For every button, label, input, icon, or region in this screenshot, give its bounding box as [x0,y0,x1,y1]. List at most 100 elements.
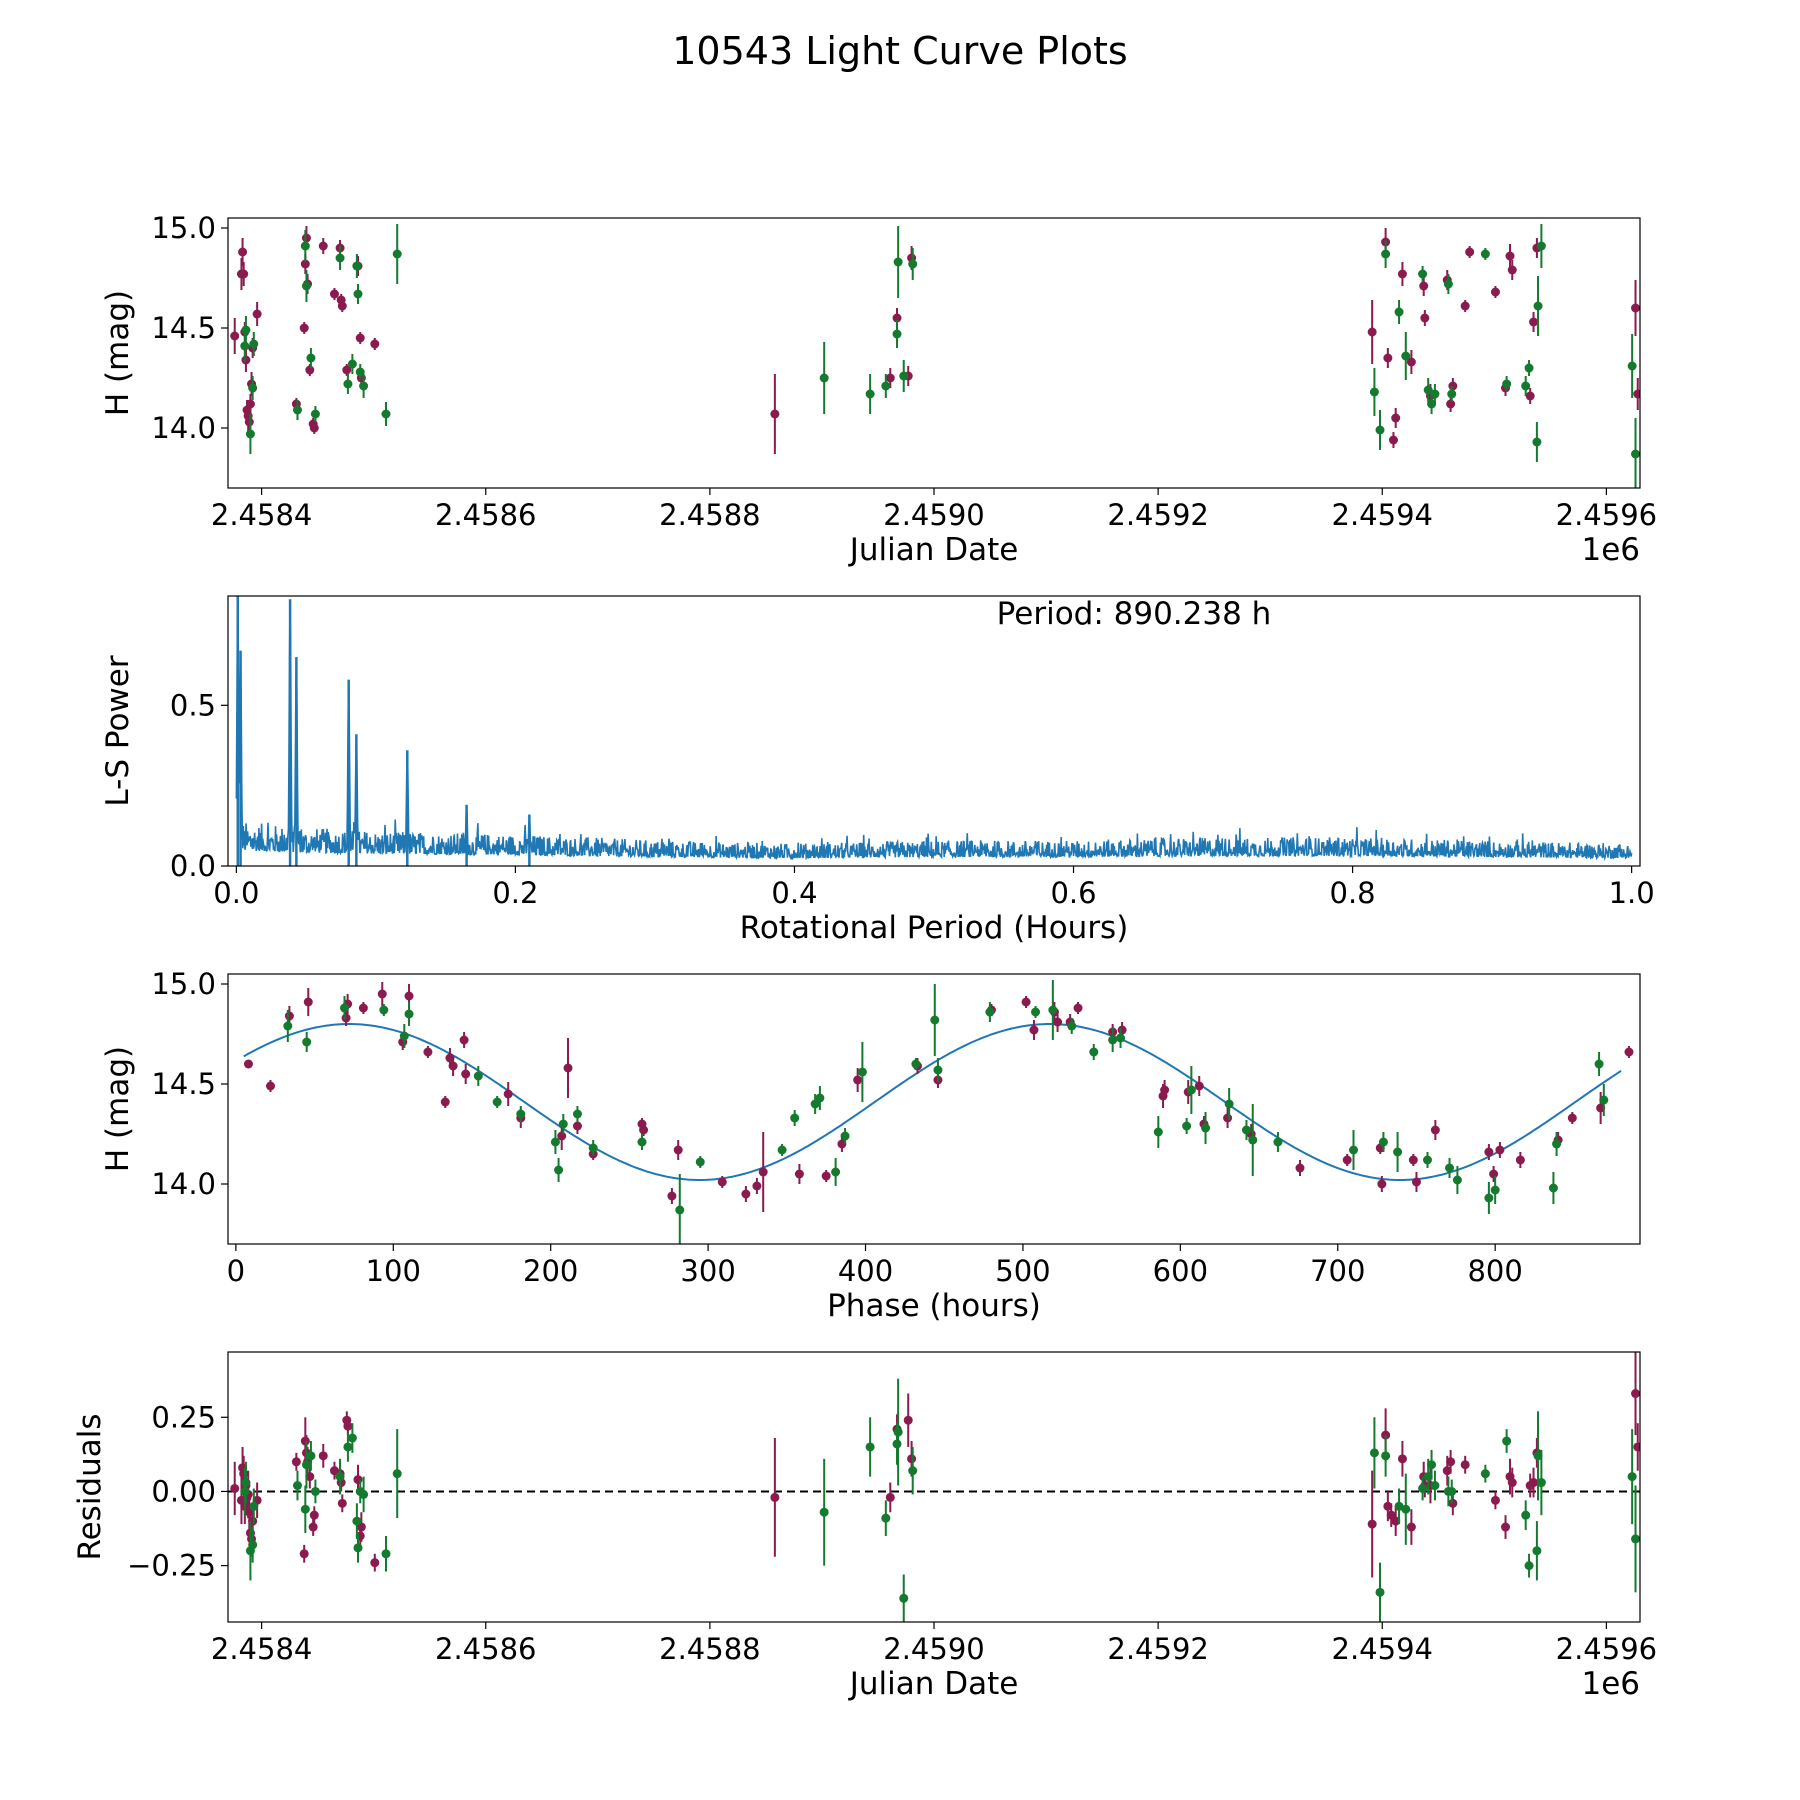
data-point [309,1510,319,1520]
data-point [503,1089,513,1099]
data-point [1452,1175,1462,1185]
data-point [335,1472,345,1482]
y-tick-label: 15.0 [151,967,216,1001]
data-point [310,409,320,419]
data-point [392,249,402,259]
data-point [1273,1137,1283,1147]
data-point [1447,389,1457,399]
data-point [1388,435,1398,445]
data-point [1446,399,1456,409]
data-point [1378,1137,1388,1147]
data-point [1465,247,1475,257]
data-point [1631,303,1640,313]
y-tick-label: 14.0 [151,411,216,445]
data-point [1515,1155,1525,1165]
y-tick-label: 14.0 [151,1167,216,1201]
data-point [1446,1457,1456,1467]
data-point [1377,1179,1387,1189]
data-point [1048,1005,1058,1015]
data-point [1631,449,1640,459]
data-point [1484,1193,1494,1203]
data-point [1536,1478,1546,1488]
data-point [341,1013,351,1023]
data-point [249,1501,259,1511]
data-point [892,313,902,323]
data-point [1381,1451,1391,1461]
data-point [239,269,249,279]
data-point [292,405,302,415]
x-axis-label: Rotational Period (Hours) [740,910,1129,946]
data-point [831,1167,841,1177]
x-tick-label: 1.0 [1609,876,1655,910]
data-point [892,329,902,339]
plot-area [243,980,1634,1244]
data-point [318,1451,328,1461]
data-point [1548,1183,1558,1193]
data-point [717,1177,727,1187]
data-point [1295,1163,1305,1173]
data-point [339,1003,349,1013]
data-point [893,1427,903,1437]
y-tick-label: 14.5 [151,311,216,345]
data-point [516,1109,526,1119]
data-point [284,1011,294,1021]
data-point [1533,1451,1543,1461]
data-point [1223,1113,1233,1123]
data-point [1420,313,1430,323]
data-point [857,1067,867,1077]
y-tick-label: 14.5 [151,1067,216,1101]
data-point [392,1469,402,1479]
x-tick-label: 2.4592 [1107,1632,1208,1666]
data-point [675,1205,685,1215]
data-point [1525,391,1535,401]
data-point [1393,1147,1403,1157]
data-point [903,1415,913,1425]
data-point [1529,317,1539,327]
data-point [300,1504,310,1514]
x-tick-label: 0.6 [1050,876,1096,910]
data-point [1369,387,1379,397]
data-point [404,1009,414,1019]
data-point [572,1109,582,1119]
data-point [353,289,363,299]
data-point [381,409,391,419]
data-point [1089,1047,1099,1057]
data-point [1406,357,1416,367]
data-point [245,429,255,439]
data-point [1248,1135,1258,1145]
data-point [347,359,357,369]
plot-area [228,1352,1640,1622]
y-tick-label: 0.25 [151,1400,216,1434]
data-point [299,1549,309,1559]
data-point [790,1113,800,1123]
data-point [379,1005,389,1015]
data-point [770,409,780,419]
data-point [1394,1501,1404,1511]
data-point [404,991,414,1001]
x-axis-label: Julian Date [848,1666,1019,1702]
data-point [302,1037,312,1047]
data-point [1480,249,1490,259]
data-point [1533,301,1543,311]
data-point [853,1075,863,1085]
x-tick-label: 2.4590 [883,498,984,532]
data-point [238,247,248,257]
data-point [985,1007,995,1017]
figure-title: 10543 Light Curve Plots [672,29,1127,73]
data-point [459,1035,469,1045]
data-point [741,1189,751,1199]
data-point [266,1081,276,1091]
x-axis-offset-label: 1e6 [1581,1666,1640,1702]
data-point [329,289,339,299]
data-point [337,1498,347,1508]
x-tick-label: 300 [680,1254,735,1288]
data-point [347,1433,357,1443]
data-point [673,1145,683,1155]
data-point [370,1558,380,1568]
data-point [1427,1460,1437,1470]
chart-lightcurve: 2.4584 2.4586 2.4588 2.4590 2.4592 2.4594 2.45… [100,211,1657,568]
data-point [1480,1469,1490,1479]
x-tick-label: 800 [1467,1254,1522,1288]
data-point [1383,353,1393,363]
